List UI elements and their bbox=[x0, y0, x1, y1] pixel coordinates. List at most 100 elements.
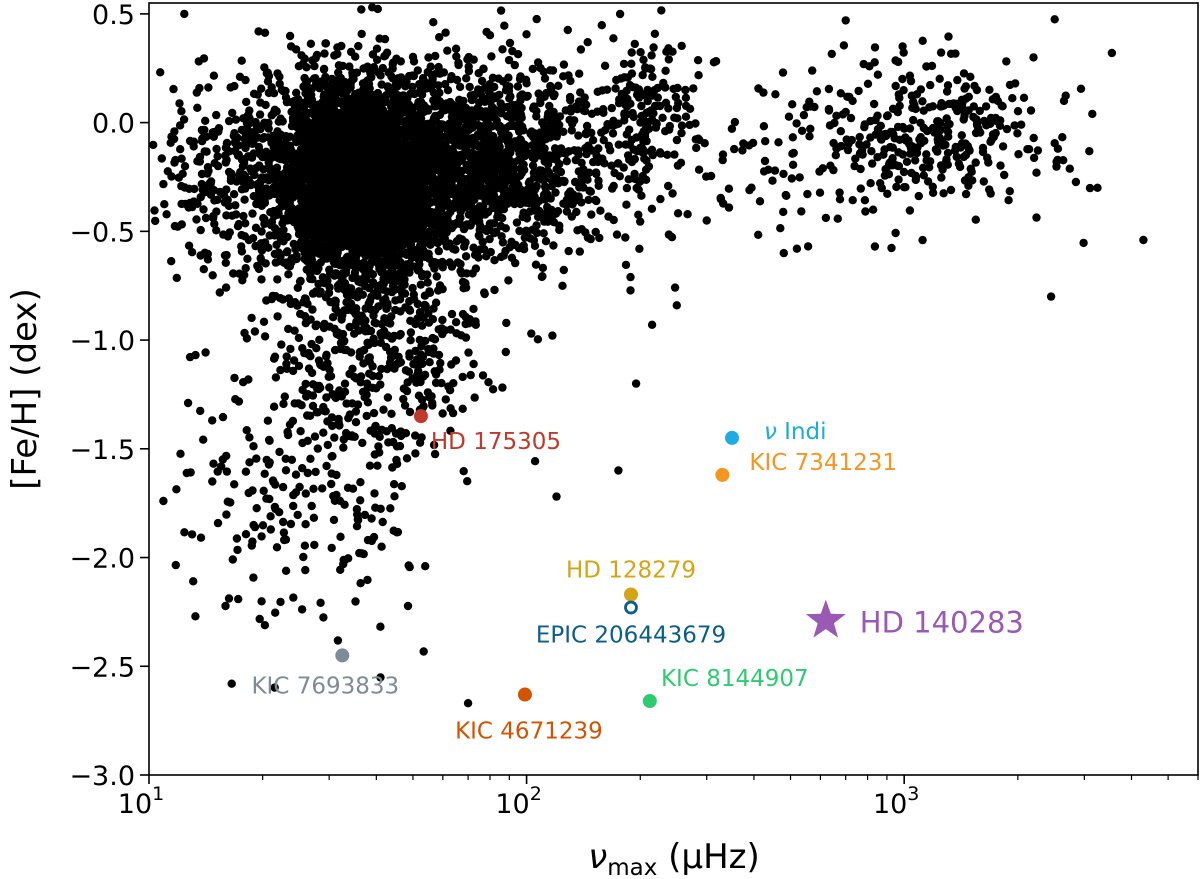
field-star-point bbox=[419, 140, 428, 149]
field-star-point bbox=[260, 118, 269, 128]
field-star-point bbox=[408, 227, 418, 236]
field-star-point bbox=[536, 63, 545, 73]
field-star-point bbox=[522, 214, 532, 223]
field-star-point bbox=[432, 69, 441, 78]
field-star-point bbox=[477, 76, 487, 86]
field-star-point bbox=[399, 200, 408, 209]
field-star-point bbox=[361, 281, 370, 291]
field-star-point bbox=[531, 260, 541, 269]
field-star-point bbox=[419, 203, 429, 212]
field-star-point bbox=[379, 274, 388, 284]
field-star-point bbox=[241, 264, 250, 273]
field-star-point bbox=[501, 86, 511, 95]
field-star-point bbox=[533, 212, 543, 222]
field-star-point bbox=[391, 103, 401, 113]
field-star-point bbox=[567, 126, 576, 135]
field-star-point bbox=[464, 109, 473, 118]
field-star-point bbox=[277, 340, 286, 349]
field-star-point bbox=[368, 50, 378, 59]
field-star-point bbox=[432, 272, 441, 281]
field-star-point bbox=[485, 184, 494, 193]
field-star-point bbox=[408, 179, 418, 188]
field-star-point bbox=[505, 103, 514, 112]
field-star-point bbox=[522, 229, 531, 239]
field-star-point bbox=[357, 29, 366, 39]
field-star-point bbox=[448, 244, 458, 253]
field-star-point bbox=[487, 52, 496, 61]
field-star-point bbox=[511, 258, 520, 268]
field-star-point bbox=[489, 195, 498, 204]
field-star-point bbox=[443, 173, 453, 182]
field-star-point bbox=[347, 224, 356, 233]
field-star-point bbox=[462, 74, 471, 83]
field-star-point bbox=[474, 85, 483, 94]
field-star-point bbox=[461, 146, 470, 156]
field-star-point bbox=[435, 33, 444, 42]
field-star-point bbox=[483, 175, 493, 184]
field-star-point bbox=[540, 74, 550, 83]
field-star-point bbox=[529, 133, 538, 142]
field-star-point bbox=[441, 28, 450, 37]
field-star-point bbox=[348, 132, 357, 141]
field-star-point bbox=[608, 129, 618, 138]
field-star-point bbox=[309, 219, 319, 228]
field-star-point bbox=[626, 272, 635, 282]
field-star-point bbox=[482, 160, 491, 170]
field-star-point bbox=[456, 98, 465, 108]
field-star-point bbox=[536, 249, 545, 258]
field-star-point bbox=[355, 168, 364, 177]
field-star-point bbox=[634, 210, 643, 219]
field-star-point bbox=[437, 172, 446, 181]
field-star-point bbox=[349, 203, 359, 213]
field-star-point bbox=[291, 135, 301, 145]
field-star-point bbox=[365, 66, 374, 75]
field-star-point bbox=[521, 143, 530, 152]
field-star-point bbox=[539, 128, 549, 138]
field-star-point bbox=[437, 166, 446, 175]
field-star-point bbox=[611, 84, 620, 93]
field-star-point bbox=[282, 178, 292, 188]
field-star-point bbox=[490, 256, 499, 265]
field-star-point bbox=[577, 198, 586, 207]
field-star-point bbox=[330, 119, 339, 129]
field-star-point bbox=[464, 62, 473, 71]
field-star-point bbox=[443, 86, 453, 95]
field-star-point bbox=[228, 108, 237, 118]
field-star-point bbox=[776, 224, 785, 233]
field-star-point bbox=[443, 46, 452, 55]
field-star-point bbox=[575, 247, 584, 256]
field-star-point bbox=[522, 190, 531, 199]
field-star-point bbox=[394, 188, 404, 197]
field-star-point bbox=[513, 112, 522, 121]
field-star-point bbox=[464, 52, 473, 62]
field-star-point bbox=[388, 138, 397, 147]
field-star-point bbox=[555, 225, 564, 235]
field-star-point bbox=[237, 56, 246, 65]
field-star-point bbox=[342, 165, 351, 174]
field-star-point bbox=[284, 324, 293, 334]
field-star-point bbox=[401, 82, 410, 91]
field-star-point bbox=[300, 83, 309, 93]
field-star-point bbox=[201, 116, 210, 126]
field-star-point bbox=[285, 31, 295, 41]
field-star-point bbox=[460, 242, 469, 251]
field-star-point bbox=[538, 150, 548, 160]
field-star-point bbox=[565, 92, 575, 102]
field-star-point bbox=[285, 141, 294, 150]
field-star-point bbox=[475, 202, 484, 211]
field-star-point bbox=[325, 265, 334, 274]
field-star-point bbox=[444, 122, 454, 131]
field-star-point bbox=[333, 281, 343, 290]
field-star-point bbox=[532, 228, 542, 238]
field-star-point bbox=[612, 230, 622, 239]
field-star-point bbox=[439, 224, 448, 234]
field-star-point bbox=[348, 247, 357, 256]
field-star-point bbox=[479, 64, 488, 74]
field-star-point bbox=[496, 99, 505, 108]
field-star-point bbox=[452, 52, 461, 61]
field-star-point bbox=[418, 245, 428, 255]
field-star-point bbox=[576, 45, 586, 54]
field-star-point bbox=[444, 210, 453, 219]
field-star-point bbox=[430, 102, 439, 111]
field-star-point bbox=[512, 179, 522, 188]
